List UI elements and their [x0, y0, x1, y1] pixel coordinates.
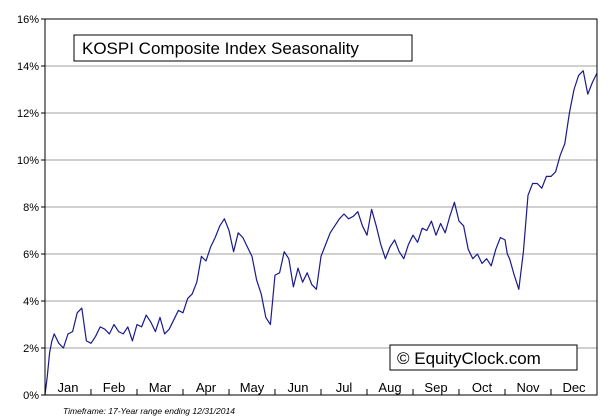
- x-tick-label: Feb: [103, 380, 125, 395]
- y-tick-label: 2%: [23, 343, 39, 355]
- footnote: Timeframe: 17-Year range ending 12/31/20…: [63, 406, 235, 416]
- x-axis: Jan Feb Mar Apr May Jun Jul Aug Sep Oct Nov Dec: [58, 380, 586, 395]
- x-tick-label: Mar: [149, 380, 172, 395]
- chart-title: KOSPI Composite Index Seasonality: [82, 39, 359, 58]
- plot-border: [44, 18, 598, 396]
- x-tick-label: Apr: [196, 380, 217, 395]
- y-tick-label: 14%: [17, 61, 39, 73]
- x-tick-label: Aug: [378, 380, 401, 395]
- watermark-box: © EquityClock.com: [389, 344, 578, 371]
- y-tick-label: 10%: [17, 155, 39, 167]
- y-axis: 0% 2% 4% 6% 8% 10% 12% 14% 16%: [17, 14, 45, 402]
- x-tick-label: Jan: [58, 380, 79, 395]
- y-tick-label: 0%: [23, 390, 39, 402]
- x-tick-label: Nov: [516, 380, 540, 395]
- x-tick-label: May: [240, 380, 265, 395]
- x-tick-label: Dec: [562, 380, 586, 395]
- y-tick-label: 16%: [17, 14, 39, 26]
- title-box: KOSPI Composite Index Seasonality: [73, 34, 413, 62]
- watermark: © EquityClock.com: [397, 349, 541, 368]
- y-tick-label: 4%: [23, 296, 39, 308]
- x-tick-label: Jul: [336, 380, 353, 395]
- x-tick-label: Jun: [288, 380, 309, 395]
- y-tick-label: 12%: [17, 108, 39, 120]
- y-tick-label: 8%: [23, 202, 39, 214]
- y-tick-label: 6%: [23, 249, 39, 261]
- gridlines: [45, 65, 597, 349]
- x-tick-label: Oct: [472, 380, 493, 395]
- x-tick-label: Sep: [424, 380, 447, 395]
- series-line: [44, 70, 598, 396]
